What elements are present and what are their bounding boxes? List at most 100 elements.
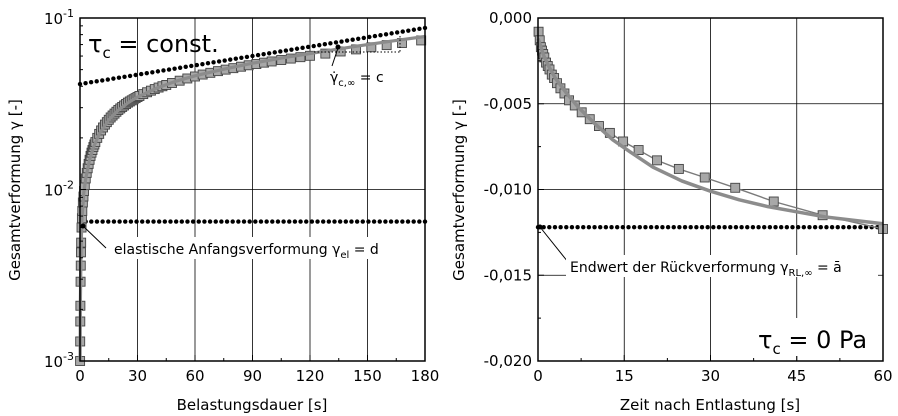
r-y-tick-label-4: -0,020	[484, 352, 532, 370]
l-x-tick-label-0: 0	[75, 367, 85, 385]
l-series-elastic-level-dot-22	[202, 219, 207, 224]
svg-text:τc = 0 Pa: τc = 0 Pa	[758, 326, 867, 358]
l-series-elastic-level-dot-23	[207, 219, 213, 224]
left-condition-label: τc = const.	[88, 30, 219, 62]
l-series-elastic-level-dot-19	[185, 219, 190, 224]
l-series-asymptote-creep-dot-43	[317, 42, 322, 48]
l-series-asymptote-creep-dot-30	[244, 54, 250, 60]
l-series-asymptote-creep-dot-45	[328, 41, 333, 46]
final-label-background	[566, 255, 878, 277]
r-series-final-value-dot-16	[626, 225, 631, 230]
r-series-final-value-dot-44	[784, 225, 790, 230]
left-condition-symbol: τ	[88, 30, 102, 58]
right-final-annotation: Endwert der Rückverformung γRL,∞ = ā	[537, 224, 878, 279]
elastic-rest: = d	[349, 242, 379, 258]
left-condition-rest: = const.	[111, 30, 219, 58]
r-series-final-value-dot-40	[762, 225, 767, 230]
left-series	[75, 25, 428, 366]
l-series-elastic-level-dot-52	[371, 219, 377, 224]
l-series-asymptote-creep-dot-60	[411, 27, 417, 32]
l-series-elastic-level-dot-42	[315, 219, 320, 224]
r-series-final-value-dot-12	[603, 225, 609, 230]
r-series-measured-point-25	[730, 182, 741, 193]
r-series-final-value-dot-45	[790, 225, 795, 230]
right-y-axis-title: Gesamtverformung γ [-]	[450, 99, 468, 281]
r-series-measured-point-23	[673, 163, 684, 174]
l-series-elastic-level-dot-10	[134, 219, 139, 224]
l-series-elastic-level-dot-49	[354, 219, 360, 224]
l-series-elastic-level-dot-46	[337, 219, 343, 224]
r-series-measured-point-26	[768, 196, 779, 207]
l-series-elastic-level-dot-51	[366, 219, 371, 224]
r-x-tick-label-0: 0	[533, 367, 543, 385]
right-condition-background	[754, 318, 878, 356]
left-slope-annotation: γ̇c,∞ = c	[314, 36, 401, 89]
l-series-asymptote-creep-dot-37	[283, 48, 289, 53]
left-x-axis-title: Belastungsdauer [s]	[177, 396, 328, 414]
l-series-asymptote-creep-dot-53	[372, 33, 378, 39]
l-series-model	[78, 34, 426, 362]
l-series-elastic-level-dot-53	[377, 219, 382, 224]
l-series-asymptote-creep-dot-16	[166, 67, 172, 72]
r-y-tick-label-2: -0,010	[484, 181, 532, 199]
l-series-elastic-level-dot-50	[360, 219, 365, 224]
r-series-final-value-dot-28	[694, 225, 699, 230]
elastic-text: elastische Anfangsverformung γ	[114, 242, 340, 258]
l-series-elastic-level-dot-56	[394, 219, 399, 224]
l-series-asymptote-creep-dot-9	[127, 73, 133, 79]
l-series-asymptote-creep-dot-11	[139, 71, 144, 77]
r-series-final-value-dot-46	[795, 225, 801, 230]
left-y-axis-title: Gesamtverformung γ [-]	[6, 99, 24, 281]
r-y-tick-label-3: -0,015	[484, 266, 532, 284]
l-series-elastic-level-dot-60	[417, 219, 422, 224]
l-y-tick-base-1: 10	[44, 182, 63, 200]
r-series-final-value-dot-57	[858, 225, 863, 230]
l-series-elastic-level-dot-57	[400, 219, 405, 224]
l-series-elastic-level-dot-40	[304, 219, 309, 224]
l-series-asymptote-creep-dot-28	[233, 56, 239, 61]
l-series-asymptote-creep-dot-19	[183, 64, 188, 70]
l-series-measured-point-75	[335, 46, 346, 57]
slope-rest: = c	[355, 70, 383, 86]
l-series-elastic-level-dot-58	[405, 219, 411, 224]
r-series-final-value-dot-54	[841, 225, 846, 230]
l-y-tick-label-1: 10-2	[44, 179, 74, 200]
r-series-final-value-dot-11	[598, 225, 603, 230]
l-series-asymptote-creep-dot-59	[406, 28, 411, 33]
l-series-asymptote-creep-dot-38	[289, 47, 294, 52]
right-series	[533, 26, 888, 234]
final-leader-dot	[537, 224, 543, 230]
l-series-asymptote-creep-dot-33	[261, 51, 266, 57]
l-series-asymptote-creep-dot-39	[294, 46, 300, 51]
r-series-final-value-dot-38	[750, 225, 756, 230]
r-series-final-value-dot-35	[733, 225, 739, 230]
l-x-tick-label-3: 90	[243, 367, 262, 385]
slope-sub: c,∞	[338, 78, 355, 89]
l-y-tick-exp-1: -2	[63, 179, 74, 192]
l-series-asymptote-creep-dot-56	[389, 31, 394, 36]
l-series-asymptote-creep-dot-13	[150, 70, 155, 75]
r-series-final-value-dot-50	[818, 225, 823, 230]
l-series-elastic-level-dot-38	[292, 219, 298, 224]
l-series-elastic-level-dot-4	[100, 219, 105, 224]
elastic-leader-line	[82, 225, 107, 249]
elastic-label-background	[110, 237, 422, 259]
r-series-measured-point-22	[652, 155, 662, 166]
r-series-final-value-dot-36	[739, 225, 744, 230]
l-series-asymptote-creep-dot-36	[278, 49, 283, 54]
l-series-elastic-level-dot-35	[275, 219, 281, 224]
l-series-elastic-level-dot-17	[173, 219, 179, 224]
l-series-elastic-level-dot-48	[349, 219, 354, 224]
l-series-elastic-level-dot-3	[94, 219, 100, 224]
l-series-asymptote-creep-dot-41	[305, 44, 311, 50]
l-series-asymptote-creep-dot-47	[339, 39, 344, 44]
r-series-final-value-dot-25	[677, 225, 682, 230]
r-series-final-value-dot-15	[620, 225, 626, 230]
r-series-final-value-dot-8	[581, 225, 586, 230]
slope-leader-dot	[335, 44, 341, 50]
l-series-elastic-level-dot-43	[320, 219, 326, 224]
r-series-final-value-dot-58	[863, 225, 869, 230]
l-series-asymptote-creep-dot-12	[144, 70, 149, 76]
final-leader-line	[539, 226, 569, 263]
